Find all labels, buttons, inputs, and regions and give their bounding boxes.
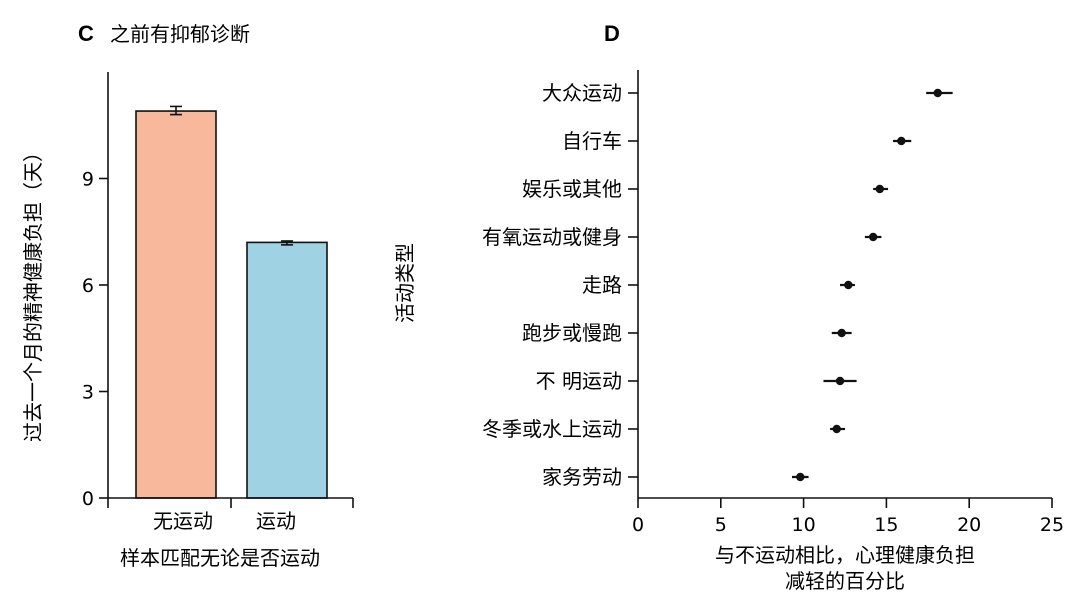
panel-c-y-axis-label: 过去一个月的精神健康负担（天）: [21, 142, 45, 442]
panel-d-letter: D: [604, 21, 620, 46]
data-point: [796, 472, 805, 482]
data-point: [875, 184, 884, 194]
y-tick-label: 9: [82, 169, 94, 191]
y-tick-label: 自行车: [562, 129, 622, 153]
bar-group: [135, 105, 328, 499]
data-point: [832, 424, 841, 434]
y-tick-label: 有氧运动或健身: [482, 225, 622, 249]
x-tick-label: 25: [1040, 514, 1064, 536]
x-tick-label: 5: [715, 514, 727, 536]
bar: [246, 241, 328, 499]
point-group: [792, 88, 953, 482]
data-point: [933, 88, 942, 98]
panel-d-x-axis-label-line-2: 减轻的百分比: [785, 569, 905, 593]
panel-c-axes: 0 3 6 9 无运动 运动: [82, 72, 354, 533]
y-tick-label: 娱乐或其他: [522, 177, 622, 201]
y-tick-label: 冬季或水上运动: [482, 417, 622, 441]
data-point: [837, 328, 846, 338]
panel-d-y-axis-label: 活动类型: [393, 243, 417, 323]
data-point: [844, 280, 853, 290]
panel-c: C 之前有抑郁诊断 0 3 6 9 无运动 运动 样本匹配无论是否运动 过去一个月的精神健…: [21, 21, 354, 570]
y-tick-label: 走路: [582, 273, 622, 297]
panel-c-x-axis-label: 样本匹配无论是否运动: [120, 546, 320, 570]
x-tick-label: 15: [874, 514, 898, 536]
y-tick-label: 不 明运动: [536, 369, 622, 393]
data-point: [868, 232, 878, 242]
bar: [135, 110, 217, 499]
x-tick-label: 10: [792, 514, 816, 536]
y-tick-label: 家务劳动: [542, 465, 622, 489]
y-tick-label: 大众运动: [542, 81, 622, 105]
panel-d-x-axis-label-line-1: 与不运动相比，心理健康负担: [715, 543, 975, 567]
y-tick-label: 跑步或慢跑: [522, 321, 622, 345]
data-point: [835, 376, 845, 386]
x-tick-label: 无运动: [153, 509, 213, 533]
panel-c-letter: C: [78, 21, 94, 46]
panel-c-title: 之前有抑郁诊断: [110, 22, 250, 46]
x-tick-label: 20: [957, 514, 981, 536]
x-tick-label: 0: [632, 514, 644, 536]
y-tick-label: 0: [82, 488, 94, 510]
y-tick-label: 6: [82, 275, 94, 297]
y-tick-label: 3: [82, 382, 94, 404]
x-tick-label: 运动: [256, 509, 296, 533]
data-point: [897, 136, 906, 146]
